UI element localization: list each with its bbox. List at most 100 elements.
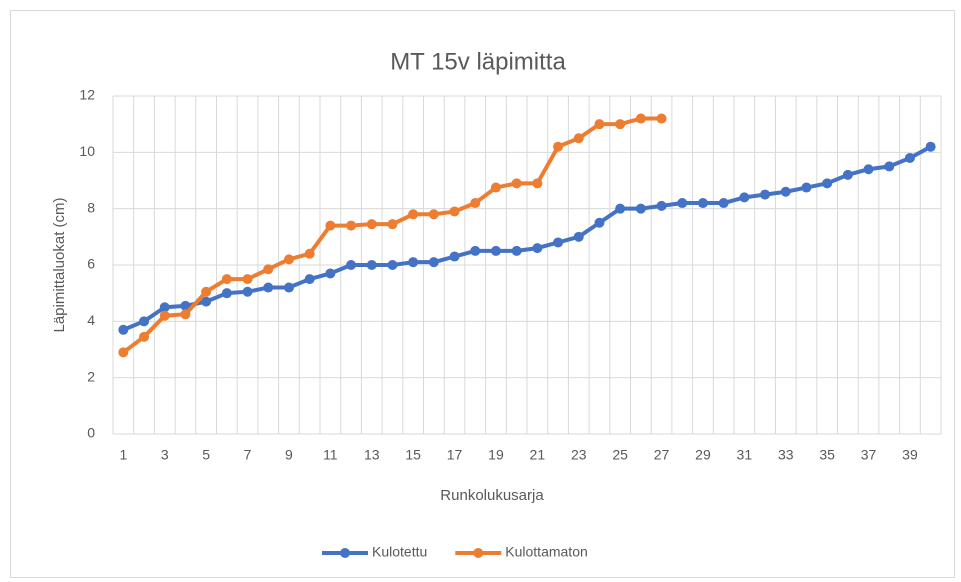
data-point <box>553 141 564 152</box>
data-point <box>159 302 170 313</box>
data-point <box>656 113 667 124</box>
data-point <box>366 219 377 230</box>
data-point <box>325 220 336 231</box>
data-point <box>180 300 191 311</box>
data-point <box>511 178 522 189</box>
x-tick-label: 13 <box>364 447 380 463</box>
series-line <box>122 144 932 332</box>
data-point <box>428 209 439 220</box>
x-tick-label: 7 <box>244 447 252 463</box>
data-point <box>242 286 253 297</box>
x-tick-label: 27 <box>654 447 670 463</box>
legend-marker <box>340 548 350 558</box>
data-point <box>470 198 481 209</box>
x-tick-label: 25 <box>612 447 628 463</box>
data-point <box>263 282 274 293</box>
x-tick-label: 3 <box>161 447 169 463</box>
data-point <box>739 192 750 203</box>
data-point <box>532 243 543 254</box>
x-tick-label: 21 <box>530 447 546 463</box>
data-point <box>201 296 212 307</box>
data-point <box>884 161 895 172</box>
x-tick-label: 19 <box>488 447 504 463</box>
data-point <box>863 164 874 175</box>
data-point <box>180 309 191 320</box>
x-tick-label: 33 <box>778 447 794 463</box>
x-tick-label: 1 <box>119 447 127 463</box>
data-point <box>221 288 232 299</box>
y-tick-label: 0 <box>87 425 95 441</box>
data-point <box>511 245 522 256</box>
x-tick-label: 37 <box>861 447 877 463</box>
data-point <box>553 237 564 248</box>
x-tick-label: 17 <box>447 447 463 463</box>
data-point <box>470 245 481 256</box>
data-point <box>780 186 791 197</box>
data-point <box>801 182 812 193</box>
data-point <box>201 286 212 297</box>
data-point <box>159 310 170 321</box>
data-point <box>573 231 584 242</box>
data-point <box>242 274 253 285</box>
data-point <box>139 331 150 342</box>
data-point <box>325 268 336 279</box>
data-point <box>139 316 150 327</box>
data-point <box>760 189 771 200</box>
x-tick-label: 31 <box>737 447 753 463</box>
legend-marker <box>473 548 484 558</box>
data-point <box>304 274 315 285</box>
data-point <box>490 245 501 256</box>
data-point <box>532 178 543 189</box>
legend-label: Kulotettu <box>372 544 427 560</box>
data-point <box>677 198 688 209</box>
data-point <box>118 347 129 358</box>
y-tick-label: 2 <box>87 368 95 384</box>
data-point <box>656 200 667 211</box>
data-point <box>283 282 294 293</box>
data-point <box>449 251 460 262</box>
y-tick-label: 10 <box>79 143 95 159</box>
x-axis-title: Runkolukusarja <box>440 487 544 504</box>
y-tick-label: 4 <box>87 312 95 328</box>
data-point <box>346 260 357 270</box>
data-point <box>118 324 129 335</box>
chart-frame <box>10 10 955 578</box>
data-point <box>221 274 232 285</box>
data-point <box>387 260 398 270</box>
data-point <box>346 220 357 231</box>
x-tick-label: 9 <box>285 447 293 463</box>
data-point <box>428 257 439 268</box>
x-tick-label: 15 <box>405 447 421 463</box>
x-tick-label: 39 <box>902 447 918 463</box>
data-point <box>408 257 419 268</box>
x-tick-label: 23 <box>571 447 587 463</box>
data-point <box>904 152 915 163</box>
data-point <box>263 264 274 275</box>
x-tick-label: 11 <box>323 447 338 463</box>
data-point <box>366 260 377 270</box>
x-tick-label: 35 <box>819 447 835 463</box>
data-point <box>615 203 626 214</box>
data-point <box>449 206 460 217</box>
data-point <box>697 198 708 209</box>
y-axis-title: Läpimittaluokat (cm) <box>51 197 68 332</box>
data-point <box>304 248 315 259</box>
data-point <box>925 141 936 152</box>
x-tick-label: 29 <box>695 447 711 463</box>
data-point <box>573 133 584 144</box>
data-point <box>408 209 419 220</box>
x-tick-label: 5 <box>202 447 210 463</box>
y-tick-label: 12 <box>79 87 95 103</box>
data-point <box>822 178 833 189</box>
y-tick-label: 6 <box>87 256 95 272</box>
data-point <box>718 198 729 209</box>
data-point <box>594 119 605 130</box>
data-point <box>490 182 501 193</box>
data-point <box>283 254 294 265</box>
y-tick-label: 8 <box>87 199 95 215</box>
data-point <box>635 203 646 214</box>
data-point <box>615 119 626 130</box>
data-point <box>842 169 853 180</box>
legend-label: Kulottamaton <box>505 544 588 560</box>
